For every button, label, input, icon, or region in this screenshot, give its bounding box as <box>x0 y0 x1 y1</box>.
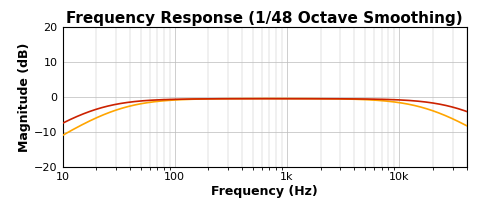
X-axis label: Frequency (Hz): Frequency (Hz) <box>211 185 317 198</box>
Y-axis label: Magnitude (dB): Magnitude (dB) <box>18 42 31 152</box>
Title: Frequency Response (1/48 Octave Smoothing): Frequency Response (1/48 Octave Smoothin… <box>66 11 462 26</box>
